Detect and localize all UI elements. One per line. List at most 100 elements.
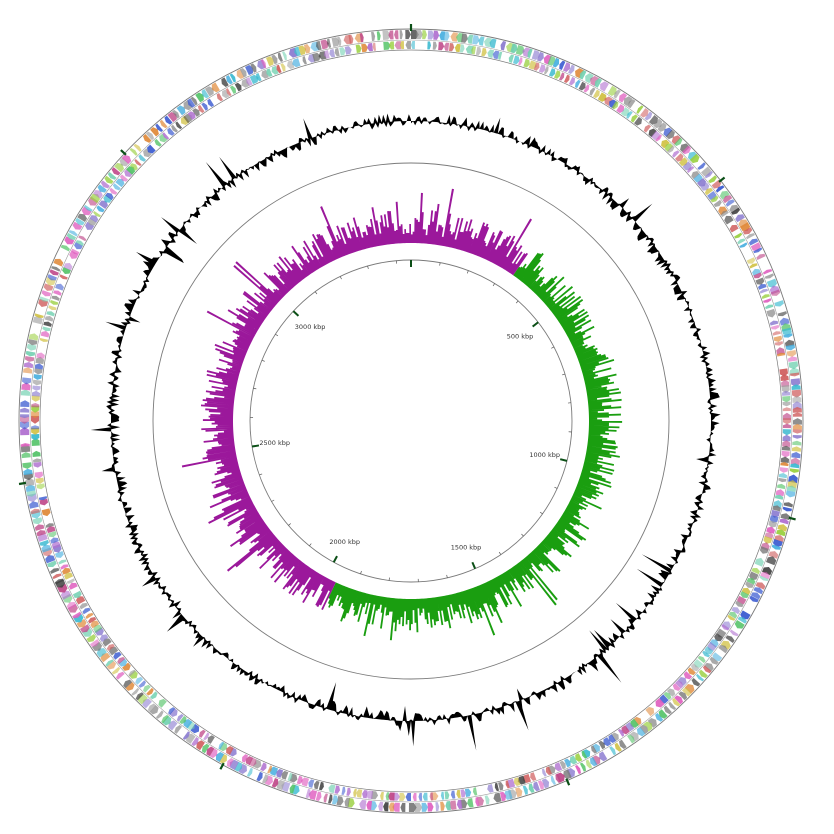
gene-feature-arrow [182,731,190,740]
gene-feature-arrow [515,787,523,798]
gene-feature-arrow [445,801,451,811]
gene-feature-arrow [219,742,227,752]
gene-feature-arrow [575,753,583,762]
gene-feature-arrow [787,356,798,362]
gene-feature-arrow [666,688,676,697]
gene-feature-arrow [29,501,39,509]
gene-feature-arrow [523,58,530,68]
gene-feature-arrow [412,792,417,801]
gene-feature-arrow [533,62,540,71]
gene-feature-arrow [21,377,32,385]
gene-feature-arrow [82,607,91,615]
minor-tick [521,533,524,537]
gene-feature-arrow [642,721,653,732]
gene-feature-arrow [636,726,646,737]
gene-feature-arrow [23,367,33,374]
gene-feature-arrow [33,461,42,468]
gene-feature-arrow [339,47,346,56]
gene-feature-arrow [715,185,725,193]
gene-feature-arrow [740,610,751,620]
gene-feature-arrow [753,247,763,254]
gene-feature-arrow [672,683,681,692]
gene-feature-arrow [608,734,617,744]
gene-feature-arrow [727,614,736,621]
gene-feature-arrow [387,792,395,801]
gene-feature-arrow [579,762,587,772]
gene-feature-arrow [103,194,113,203]
gene-feature-arrow [371,31,376,41]
gene-feature-arrow [241,754,249,763]
gene-feature-arrow [34,368,43,375]
gene-feature-arrow [38,496,48,501]
gene-feature-arrow [710,195,719,203]
gene-feature-arrow [779,368,789,377]
gene-feature-arrow [590,745,597,754]
gene-feature-arrow [98,200,108,209]
gene-feature-arrow [348,34,354,44]
gene-feature-arrow [786,349,797,357]
gene-feature-arrow [48,305,57,311]
gene-feature-arrow [31,427,40,435]
gene-feature-arrow [388,30,394,40]
gene-feature-arrow [236,69,245,79]
gene-feature-arrow [159,133,168,143]
gene-feature-arrow [222,89,230,99]
gene-feature-arrow [745,581,754,588]
gene-feature-arrow [629,731,639,742]
gene-feature-arrow [527,48,533,58]
gene-feature-arrow [616,104,625,114]
tick-label: 1500 kbp [451,544,482,552]
gene-feature-arrow [328,794,333,804]
gene-feature-arrow [294,46,301,57]
gene-feature-arrow [111,167,121,176]
gene-feature-arrow [328,784,336,794]
gene-feature-arrow [553,70,561,79]
outer-major-tick [565,778,571,786]
gene-feature-arrow [116,671,125,680]
gene-feature-arrow [72,611,82,619]
gene-feature-arrow [138,680,147,688]
gene-feature-arrow [382,30,391,41]
gene-feature-arrow [125,682,135,691]
gene-feature-arrow [633,716,642,726]
gene-feature-arrow [64,236,75,245]
gene-feature-arrow [30,508,41,515]
gene-feature-arrow [712,652,723,662]
gene-feature-arrow [334,48,340,57]
gene-feature-arrow [239,68,247,78]
gene-feature-arrow [619,739,627,749]
gene-feature-arrow [515,44,525,56]
gene-feature-arrow [129,163,138,171]
gene-feature-arrow [43,283,54,291]
gene-feature-arrow [405,30,411,40]
gene-feature-arrow [50,537,59,544]
gene-feature-arrow [536,51,544,62]
gene-feature-arrow [85,612,94,619]
gene-feature-arrow [749,571,759,581]
gene-feature-arrow [47,560,57,567]
gene-feature-arrow [609,99,618,109]
gene-feature-arrow [617,728,625,737]
gene-feature-arrow [487,49,495,58]
gene-feature-arrow [264,775,273,786]
gene-feature-arrow [85,221,95,230]
gene-feature-arrow [79,624,90,633]
gene-feature-arrow [697,655,706,664]
gene-feature-arrow [665,129,675,140]
gene-feature-arrow [781,390,791,396]
gene-feature-arrow [289,784,296,794]
gene-feature-arrow [440,791,445,800]
gene-feature-arrow [300,777,310,787]
gene-feature-arrow [77,213,88,222]
gene-feature-arrow [209,748,218,759]
gene-feature-arrow [754,557,764,567]
gene-feature-arrow [183,99,193,111]
minor-tick [261,359,265,362]
gene-feature-arrow [599,751,608,762]
gene-feature-arrow [388,802,395,812]
gene-feature-arrow [782,440,791,447]
gene-feature-arrow [492,50,500,60]
gene-feature-arrow [145,131,155,141]
gene-feature-arrow [709,639,719,648]
gene-feature-arrow [226,75,233,85]
